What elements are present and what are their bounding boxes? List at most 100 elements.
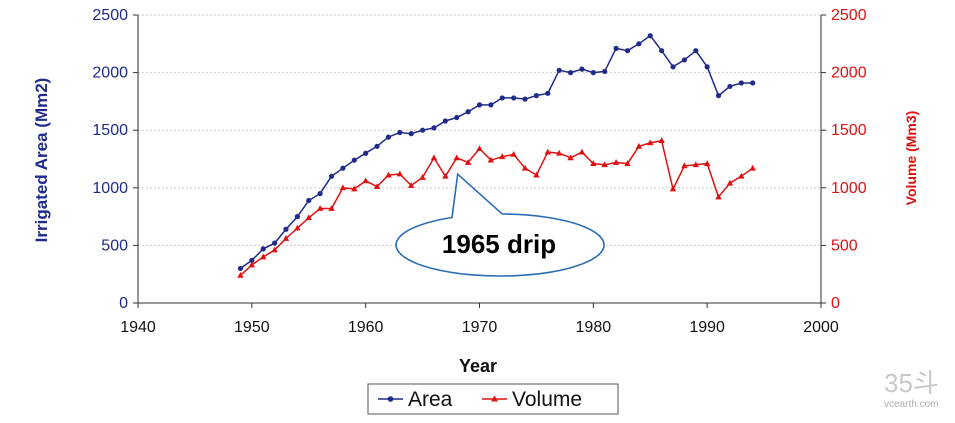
data-point-volume: [590, 160, 597, 167]
data-point-area: [545, 90, 551, 96]
data-point-area: [624, 48, 631, 54]
data-point-area: [249, 257, 255, 263]
data-point-volume: [408, 182, 415, 188]
data-point-volume: [339, 184, 347, 191]
data-point-volume: [282, 235, 290, 241]
data-point-volume: [419, 174, 426, 180]
y-tick-label-right: 0: [831, 295, 840, 312]
data-point-volume: [749, 164, 756, 171]
data-point-volume: [669, 185, 677, 192]
data-point-area: [613, 45, 619, 52]
y-tick-label-left: 2500: [92, 7, 128, 24]
data-point-volume: [453, 154, 460, 161]
y-tick-label-right: 2500: [831, 7, 867, 24]
data-point-volume: [601, 161, 608, 168]
x-tick-label: 2000: [803, 319, 839, 336]
y-tick-label-left: 2000: [92, 65, 128, 82]
data-point-volume: [612, 159, 620, 165]
legend-volume-marker: [491, 395, 498, 402]
y-tick-label-right: 2000: [831, 65, 867, 82]
data-point-volume: [658, 137, 665, 143]
y-axis-label-right: Volume (Mm3): [903, 111, 919, 206]
data-point-volume: [647, 139, 654, 146]
data-point-volume: [294, 224, 301, 231]
x-tick-label: 1940: [120, 319, 156, 336]
watermark-logo: 35斗: [884, 368, 939, 398]
data-point-volume: [328, 205, 335, 211]
y-tick-label-left: 1000: [92, 180, 128, 197]
x-tick-label: 1950: [234, 319, 270, 336]
data-point-volume: [464, 159, 472, 165]
watermark: 35斗 vcearth.com: [884, 368, 939, 410]
data-point-volume: [692, 161, 699, 168]
data-point-volume: [237, 271, 244, 278]
data-point-area: [715, 93, 722, 99]
data-point-volume: [476, 145, 483, 152]
data-point-volume: [373, 183, 381, 190]
data-point-area: [351, 157, 357, 163]
data-point-volume: [362, 177, 369, 184]
data-point-area: [499, 95, 505, 101]
axes-layer: 0 500 1000 1500 2000 2500 0 500 1000 1500 2000 2500…: [92, 7, 866, 336]
x-axis-label: Year: [459, 356, 497, 376]
series-layer: [237, 33, 756, 278]
data-point-volume: [351, 185, 358, 192]
data-point-volume: [442, 172, 449, 179]
callout-annotation: 1965 drip: [395, 172, 605, 277]
data-point-area: [374, 143, 380, 149]
data-point-area: [408, 131, 414, 137]
data-point-area: [670, 64, 676, 70]
data-point-volume: [487, 156, 495, 163]
x-tick-label: 1970: [462, 319, 498, 336]
series-line-volume: [239, 139, 754, 276]
data-point-area: [328, 173, 335, 179]
data-point-area: [283, 226, 289, 232]
data-point-area: [567, 70, 574, 76]
data-point-volume: [544, 148, 551, 155]
data-point-volume: [316, 205, 324, 211]
legend: Area Volume: [367, 383, 619, 415]
data-point-volume: [305, 214, 312, 221]
data-point-area: [636, 41, 642, 47]
data-point-volume: [260, 253, 267, 260]
data-point-volume: [533, 171, 540, 178]
data-point-volume: [555, 149, 563, 156]
grid-layer: [138, 14, 821, 246]
data-point-volume: [635, 142, 643, 149]
y-tick-label-right: 1000: [831, 180, 867, 197]
data-point-volume: [510, 150, 517, 157]
data-point-volume: [385, 171, 392, 178]
data-point-area: [465, 109, 471, 115]
data-point-volume: [624, 160, 631, 167]
callout-text: 1965 drip: [442, 229, 556, 259]
data-point-volume: [430, 154, 438, 161]
data-point-area: [488, 102, 494, 108]
data-point-area: [704, 64, 710, 70]
callout-bubble: [395, 172, 605, 277]
data-point-volume: [578, 148, 586, 155]
data-point-area: [590, 70, 596, 76]
data-point-area: [272, 240, 278, 246]
data-point-area: [454, 114, 460, 121]
data-point-area: [431, 125, 437, 131]
y-tick-label-left: 1500: [92, 122, 128, 139]
data-point-area: [511, 95, 517, 101]
data-point-volume: [499, 153, 506, 160]
legend-area-label: Area: [408, 388, 453, 411]
legend-volume-label: Volume: [512, 388, 582, 411]
x-tick-label: 1990: [689, 319, 725, 336]
data-point-area: [317, 190, 323, 197]
data-point-area: [750, 80, 756, 86]
data-point-volume: [271, 246, 278, 253]
data-point-area: [693, 48, 699, 54]
series-line-area: [239, 34, 753, 270]
data-point-area: [260, 246, 266, 252]
data-point-area: [681, 57, 688, 63]
watermark-url: vcearth.com: [884, 399, 938, 410]
data-point-area: [419, 127, 426, 133]
data-point-volume: [715, 193, 722, 200]
data-point-volume: [681, 162, 688, 169]
data-point-area: [363, 150, 369, 156]
x-tick-label: 1960: [348, 319, 384, 336]
